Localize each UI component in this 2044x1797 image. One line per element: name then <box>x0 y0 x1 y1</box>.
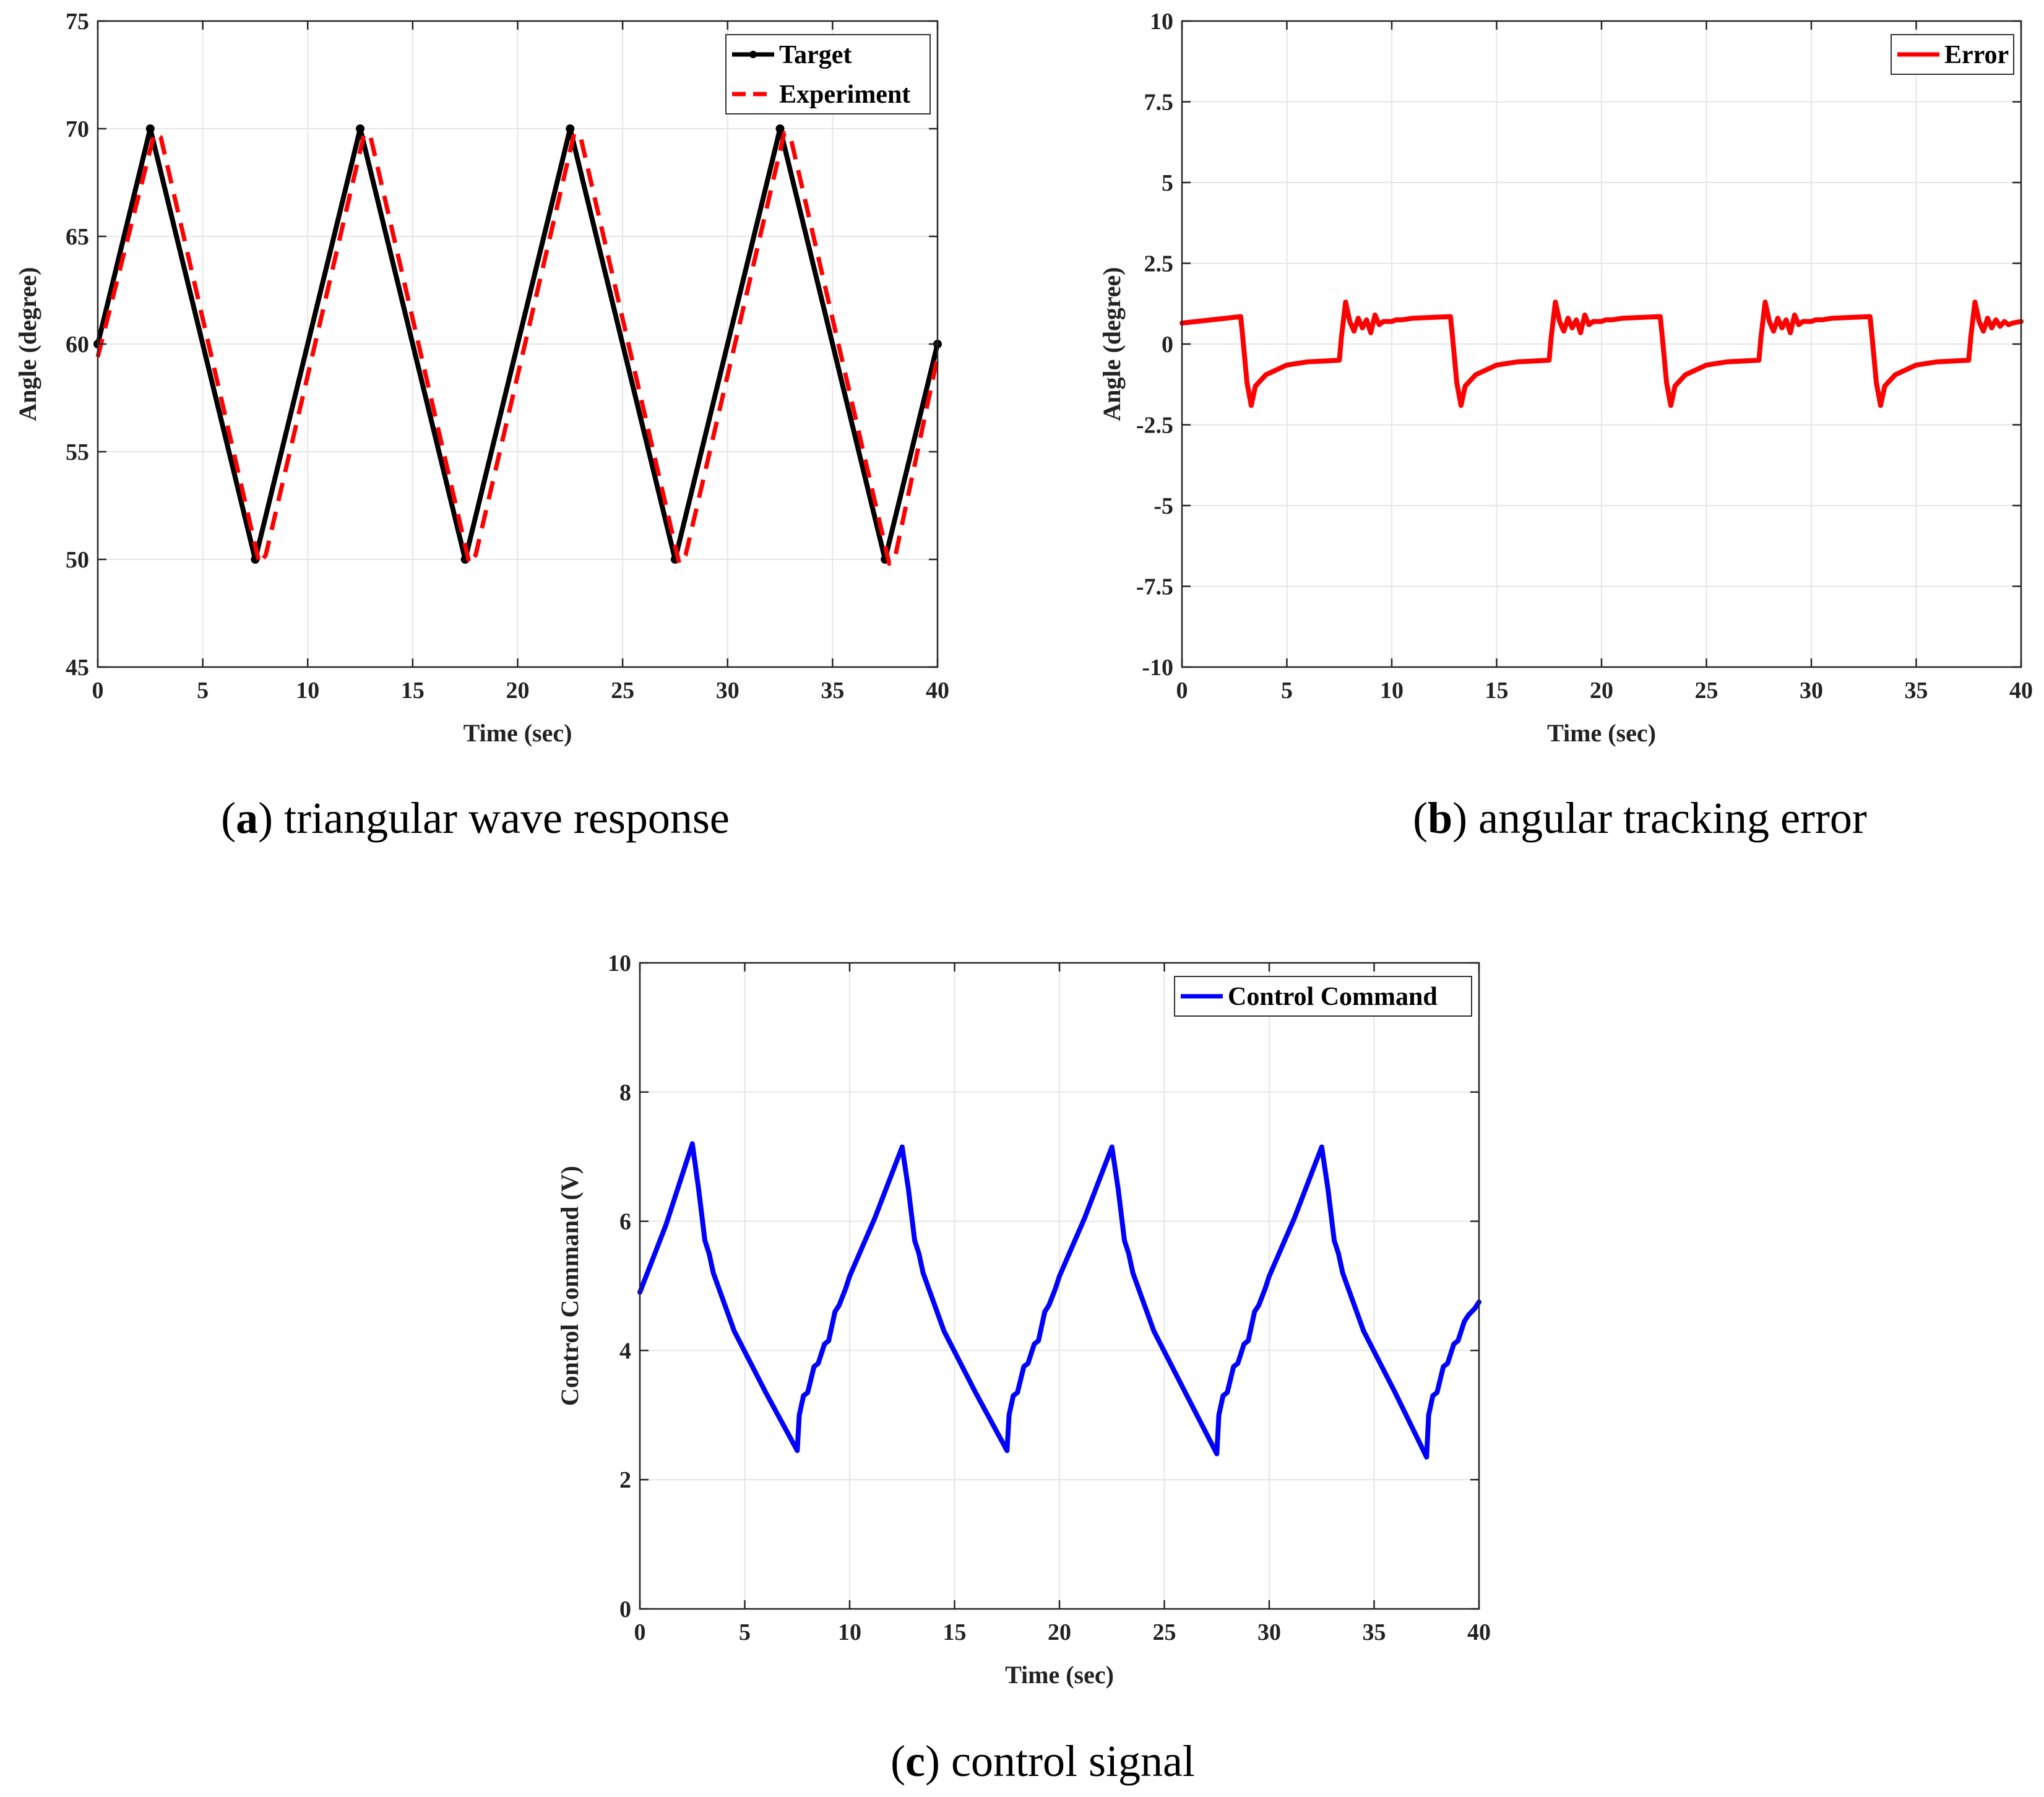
x-tick-label: 30 <box>716 678 740 704</box>
caption-paren: ) <box>258 793 273 843</box>
y-tick-label: 0 <box>1162 332 1173 358</box>
panel-caption: (b) angular tracking error <box>1413 793 1867 843</box>
x-tick-label: 35 <box>821 678 844 704</box>
x-tick-label: 10 <box>838 1619 861 1645</box>
legend-box <box>725 34 931 114</box>
y-tick-label: 10 <box>608 950 631 976</box>
x-tick-label: 15 <box>943 1619 967 1645</box>
y-tick-label: 0 <box>619 1597 631 1622</box>
x-tick-label: 10 <box>296 678 319 704</box>
y-tick-label: 50 <box>66 547 89 573</box>
x-tick-label: 0 <box>1176 678 1188 704</box>
x-tick-label: 5 <box>197 678 209 704</box>
series-point <box>566 124 575 133</box>
caption-letter: b <box>1428 793 1452 843</box>
y-tick-label: 7.5 <box>1144 90 1174 116</box>
caption-text: triangular wave response <box>273 793 730 843</box>
y-tick-label: 75 <box>66 9 89 35</box>
caption-text: control signal <box>940 1736 1195 1786</box>
caption-text: angular tracking error <box>1467 793 1867 843</box>
y-tick-label: -2.5 <box>1136 413 1173 439</box>
y-tick-label: 6 <box>619 1209 631 1235</box>
x-tick-label: 10 <box>1380 678 1404 704</box>
y-axis-label: Angle (degree) <box>1098 267 1126 421</box>
series-point <box>356 124 365 133</box>
panel-caption: (c) control signal <box>890 1736 1195 1786</box>
y-tick-label: 60 <box>66 332 89 358</box>
series-point <box>775 124 785 133</box>
legend: Target Experiment <box>725 34 931 114</box>
y-tick-label: 45 <box>66 655 89 681</box>
caption-paren: ) <box>925 1736 940 1786</box>
x-tick-label: 30 <box>1257 1619 1281 1645</box>
x-tick-label: 20 <box>1590 678 1613 704</box>
caption-paren: ( <box>221 793 236 843</box>
x-tick-label: 40 <box>1467 1619 1491 1645</box>
x-tick-label: 30 <box>1800 678 1823 704</box>
x-axis-label: Time (sec) <box>1005 1661 1114 1689</box>
legend-label: Experiment <box>779 80 910 109</box>
caption-paren: ( <box>890 1736 905 1786</box>
series-line-error <box>1179 300 2024 408</box>
legend-label: Error <box>1944 41 2009 69</box>
y-tick-label: 70 <box>66 116 89 142</box>
legend-label: Control Command <box>1228 983 1438 1011</box>
x-tick-label: 0 <box>634 1619 646 1645</box>
caption-letter: c <box>905 1736 925 1786</box>
series-line-control-command <box>637 1141 1481 1460</box>
x-tick-label: 25 <box>1153 1619 1176 1645</box>
y-tick-label: 5 <box>1162 170 1173 196</box>
legend: Error <box>1891 34 2014 75</box>
series-line-target <box>95 126 940 562</box>
y-tick-label: 8 <box>619 1080 631 1106</box>
y-tick-label: 2.5 <box>1144 251 1174 277</box>
x-tick-label: 5 <box>1281 678 1293 704</box>
panel-caption: (a) triangular wave response <box>221 793 730 843</box>
x-tick-label: 25 <box>1695 678 1718 704</box>
y-tick-label: 2 <box>619 1467 631 1493</box>
series-line-experiment <box>95 131 940 566</box>
x-tick-label: 20 <box>1048 1619 1071 1645</box>
y-tick-label: -10 <box>1142 655 1173 681</box>
legend-marker <box>749 51 757 58</box>
y-tick-label: 10 <box>1150 9 1173 35</box>
x-tick-label: 0 <box>92 678 104 704</box>
legend: Control Command <box>1174 976 1472 1017</box>
x-tick-label: 40 <box>2009 678 2033 704</box>
y-axis-label: Control Command (V) <box>556 1166 584 1406</box>
x-tick-label: 20 <box>506 678 530 704</box>
caption-paren: ( <box>1413 793 1428 843</box>
x-tick-label: 35 <box>1363 1619 1386 1645</box>
y-axis-label: Angle (degree) <box>14 267 41 421</box>
x-tick-label: 35 <box>1905 678 1928 704</box>
y-tick-label: 55 <box>66 439 89 465</box>
series-point <box>145 124 155 133</box>
legend-label: Target <box>779 41 852 69</box>
y-tick-label: -5 <box>1154 493 1173 519</box>
y-tick-label: -7.5 <box>1136 574 1173 600</box>
caption-letter: a <box>236 793 258 843</box>
y-tick-label: 4 <box>619 1338 631 1364</box>
chart-panel-c: 0 5 10 15 20 25 30 35 40 0 2 4 6 8 10 Time (sec) Control… <box>556 950 1491 1786</box>
caption-paren: ) <box>1452 793 1467 843</box>
x-axis-label: Time (sec) <box>464 719 572 747</box>
chart-panel-a: 0 5 10 15 20 25 30 35 40 45 50 55 60 65 70 75 Time (sec)… <box>14 9 949 843</box>
x-axis-label: Time (sec) <box>1547 719 1656 747</box>
y-tick-label: 65 <box>66 224 89 250</box>
x-tick-label: 15 <box>401 678 425 704</box>
chart-panel-b: 0 5 10 15 20 25 30 35 40 -10 -7.5 -5 -2.5 0 2.5 5 7.5 10 T… <box>1098 9 2033 843</box>
x-tick-label: 5 <box>739 1619 751 1645</box>
legend-box <box>1174 976 1472 1017</box>
x-tick-label: 40 <box>926 678 949 704</box>
x-tick-label: 15 <box>1485 678 1509 704</box>
x-tick-label: 25 <box>611 678 634 704</box>
